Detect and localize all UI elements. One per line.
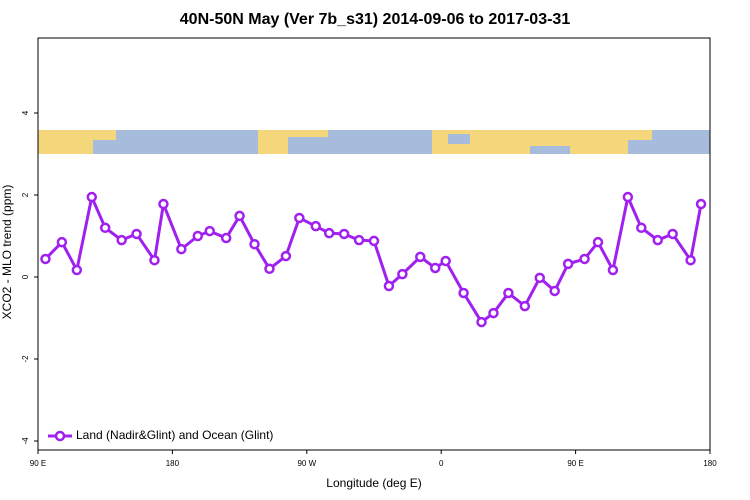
data-point xyxy=(220,232,232,244)
data-point xyxy=(429,262,441,274)
data-point xyxy=(397,268,408,280)
data-point xyxy=(176,243,187,255)
data-point xyxy=(99,222,111,234)
y-tick-label: -2 xyxy=(21,355,30,363)
data-point xyxy=(440,255,451,267)
data-point xyxy=(458,287,469,299)
data-point xyxy=(622,191,634,203)
data-point xyxy=(476,316,487,328)
x-tick-label: 90 E xyxy=(30,459,46,468)
data-point xyxy=(415,251,426,263)
legend-label: Land (Nadir&Glint) and Ocean (Glint) xyxy=(76,428,273,442)
data-point xyxy=(131,228,142,240)
data-point xyxy=(280,250,292,262)
y-tick-label: -4 xyxy=(21,437,30,445)
data-point xyxy=(338,228,350,240)
data-point xyxy=(264,263,275,275)
y-tick-label: 4 xyxy=(21,110,30,115)
data-point xyxy=(652,234,663,246)
data-point xyxy=(592,236,604,248)
data-point xyxy=(534,272,546,284)
data-point xyxy=(667,228,678,240)
data-point xyxy=(353,234,365,246)
data-point xyxy=(695,198,707,210)
data-point xyxy=(71,264,83,276)
data-point xyxy=(294,212,305,224)
data-point xyxy=(549,285,560,297)
data-point xyxy=(383,280,395,292)
data-point xyxy=(158,198,169,210)
data-point xyxy=(149,254,160,266)
data-point xyxy=(579,253,590,265)
data-point xyxy=(249,238,260,250)
data-point xyxy=(310,220,322,232)
data-point xyxy=(192,230,204,242)
data-point xyxy=(488,307,499,319)
map-strip xyxy=(38,130,710,154)
chart-title: 40N-50N May (Ver 7b_s31) 2014-09-06 to 2… xyxy=(180,11,571,28)
legend-marker xyxy=(54,430,66,442)
series-line xyxy=(44,192,703,325)
y-tick-label: 0 xyxy=(21,274,30,279)
data-point xyxy=(40,253,51,265)
x-tick-label: 90 W xyxy=(297,459,316,468)
data-point xyxy=(607,264,619,276)
data-point xyxy=(562,258,574,270)
x-axis-label: Longitude (deg E) xyxy=(326,476,421,490)
data-point xyxy=(234,210,245,222)
data-point xyxy=(503,287,514,299)
y-tick-label: 2 xyxy=(21,192,30,197)
data-point xyxy=(86,191,98,203)
y-axis-label: XCO2 - MLO trend (ppm) xyxy=(0,185,14,320)
data-point xyxy=(204,225,215,237)
data-point xyxy=(56,236,68,248)
data-point xyxy=(116,234,127,246)
x-tick-label: 180 xyxy=(703,459,717,468)
x-tick-label: 180 xyxy=(166,459,180,468)
data-point xyxy=(323,227,335,239)
x-tick-label: 0 xyxy=(439,459,444,468)
x-tick-label: 90 E xyxy=(567,459,583,468)
data-point xyxy=(685,254,696,266)
data-point xyxy=(636,222,647,234)
data-point xyxy=(519,300,531,312)
plot-frame xyxy=(37,37,711,451)
data-point xyxy=(368,235,380,247)
